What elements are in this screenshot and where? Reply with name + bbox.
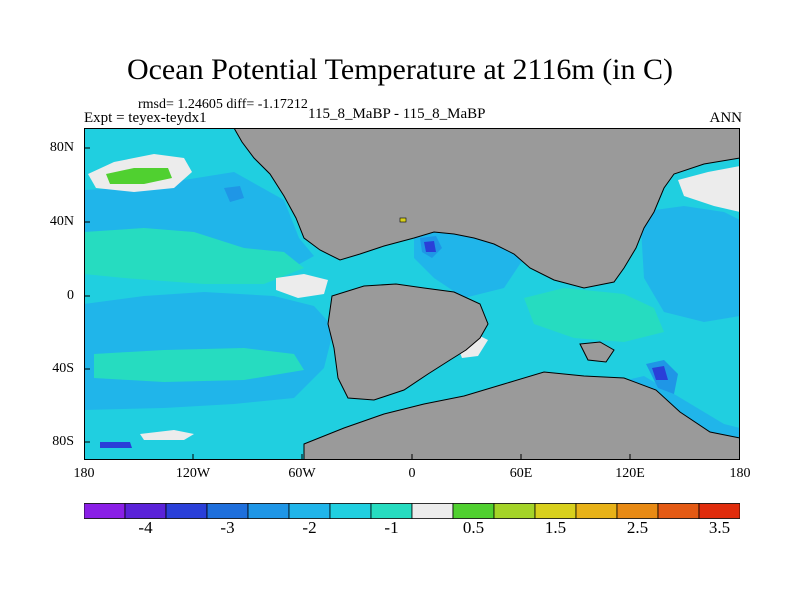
lat-label-40s: 40S [52,361,74,376]
lon-label-120w: 120W [175,466,211,481]
colorbar-swatch-6 [329,503,372,519]
lat-label-40n: 40N [49,214,74,229]
lat-label-80n: 80N [49,140,74,155]
colorbar-swatch-0 [84,503,126,519]
colorbar-swatch-10 [493,503,536,519]
cold-pocket-south-pacific [100,442,132,448]
colorbar-swatch-15 [698,503,740,519]
colorbar-swatch-8 [411,503,454,519]
colorbar-swatch-14 [657,503,700,519]
cold-pocket-north-pacific [224,186,244,202]
experiment-label: Expt = teyex-teydx1 [84,110,207,126]
case-label: 115_8_MaBP - 115_8_MaBP [308,106,486,122]
colorbar-swatch-5 [288,503,331,519]
rmsd-diff-stats: rmsd= 1.24605 diff= -1.17212 [138,97,308,112]
temperature-map [84,128,740,460]
ocean-teal-patch-south [94,348,304,382]
land-antarctica [303,371,740,460]
ocean-teal-patch-north [84,228,304,284]
ocean-mid-pacific-east [640,206,740,322]
lon-label-60w: 60W [288,466,316,481]
lat-label-80s: 80S [52,434,74,449]
lat-label-0: 0 [67,288,74,303]
colorbar-swatch-12 [575,503,618,519]
colorbar-swatch-11 [534,503,577,519]
highlight-cell-marker [399,217,407,223]
lon-label-0: 0 [408,466,416,481]
near-zero-patch-atlantic [276,274,328,298]
lon-label-120e: 120E [615,466,645,481]
colorbar-swatch-7 [370,503,413,519]
colorbar-swatch-1 [124,503,167,519]
colorbar-swatch-3 [206,503,249,519]
land-south-america-africa [327,283,489,401]
land-masses [233,128,740,460]
near-zero-patch-northeast [678,166,740,212]
cold-pocket-southeast-core [652,366,668,380]
cold-pocket-tethys-core [424,241,436,252]
lon-label-180-west: 180 [73,466,95,481]
lon-label-180-east: 180 [729,466,751,481]
land-east-island [579,341,615,363]
plot-title: Ocean Potential Temperature at 2116m (in… [126,53,674,86]
colorbar-label-5: 1.5 [544,518,567,537]
colorbar-swatch-9 [452,503,495,519]
season-label: ANN [709,110,743,126]
colorbar-swatch-13 [616,503,659,519]
colorbar-label-2: -2 [302,518,317,537]
colorbar-label-1: -3 [220,518,235,537]
colorbar-label-4: 0.5 [462,518,485,537]
colorbar-swatch-2 [165,503,208,519]
warm-patch-north-pacific [106,168,172,184]
ocean-teal-indian [524,288,664,342]
near-zero-patch-south-pacific [140,430,194,440]
lon-label-60e: 60E [509,466,533,481]
colorbar-label-6: 2.5 [626,518,649,537]
colorbar-swatch-4 [247,503,290,519]
colorbar-label-3: -1 [384,518,399,537]
colorbar-label-7: 3.5 [708,518,731,537]
colorbar-label-0: -4 [138,518,153,537]
colorbar [84,503,740,519]
land-north-america [233,128,740,289]
